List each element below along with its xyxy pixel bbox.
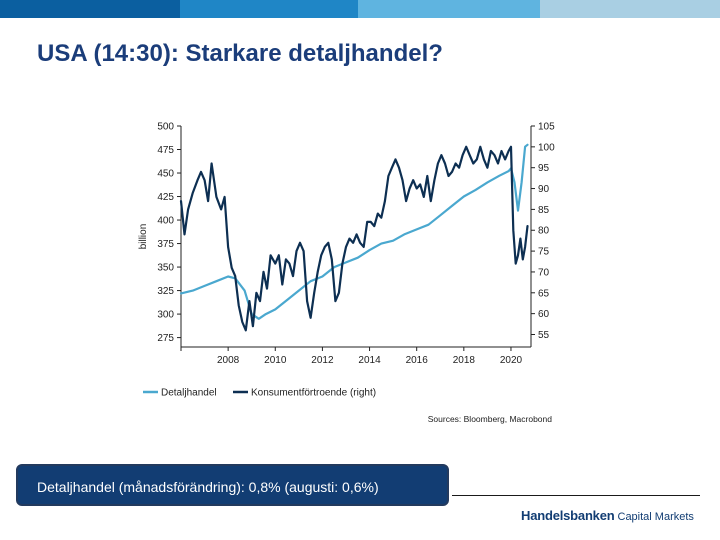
x-tick-label: 2018: [453, 355, 476, 366]
chart-panel: 275 300 325 350 375 400 425 450 475 500 55 60 65 70 75…: [133, 107, 563, 432]
x-tick-label: 2020: [500, 355, 523, 366]
x-tick-label: 2014: [358, 355, 381, 366]
y-right-tick-label: 95: [538, 163, 550, 174]
y-left-tick-label: 350: [157, 263, 174, 274]
x-tick-label: 2012: [311, 355, 334, 366]
y-axis-label: billion: [138, 224, 149, 250]
series-line-konsumentfortroende: [179, 145, 529, 332]
y-left-tick-label: 450: [157, 169, 174, 180]
y-right-tick-label: 80: [538, 226, 550, 237]
y-right-tick-label: 85: [538, 205, 550, 216]
y-left-tick-label: 400: [157, 216, 174, 227]
x-tick-label: 2008: [217, 355, 240, 366]
top-bar-segment-3: [358, 0, 540, 18]
page-title: USA (14:30): Starkare detaljhandel?: [37, 40, 443, 67]
top-bar-segment-2: [180, 0, 358, 18]
brand-subtitle: Capital Markets: [617, 511, 694, 523]
highlight-box: Detaljhandel (månadsförändring): 0,8% (a…: [16, 464, 449, 506]
y-right-tick-label: 90: [538, 184, 550, 195]
y-left-tick-label: 500: [157, 122, 174, 133]
y-right-tick-label: 60: [538, 309, 550, 320]
y-right-tick-label: 100: [538, 142, 555, 153]
brand-name: Handelsbanken: [521, 508, 615, 523]
top-color-bar: [0, 0, 720, 18]
y-right-tick-label: 75: [538, 247, 550, 258]
y-left-tick-label: 275: [157, 333, 174, 344]
retail-vs-confidence-chart: 275 300 325 350 375 400 425 450 475 500 55 60 65 70 75…: [138, 122, 555, 425]
y-right-tick-label: 70: [538, 267, 550, 278]
series-line-detaljhandel: [179, 143, 529, 320]
y-right-tick-label: 65: [538, 288, 550, 299]
x-tick-label: 2010: [264, 355, 287, 366]
y-left-tick-label: 425: [157, 192, 174, 203]
y-right-tick-label: 105: [538, 122, 555, 133]
source-note: Sources: Bloomberg, Macrobond: [428, 414, 553, 424]
legend-label-detaljhandel: Detaljhandel: [161, 388, 217, 399]
y-left-tick-label: 325: [157, 286, 174, 297]
y-left-tick-label: 375: [157, 239, 174, 250]
top-bar-segment-4: [540, 0, 720, 18]
y-right-tick-label: 55: [538, 330, 550, 341]
footer-divider: [452, 495, 700, 496]
legend-label-konsumentfortroende: Konsumentförtroende (right): [251, 388, 376, 399]
brand-logo: Handelsbanken Capital Markets: [521, 507, 694, 525]
x-tick-label: 2016: [406, 355, 429, 366]
y-left-tick-label: 300: [157, 310, 174, 321]
top-bar-segment-1: [0, 0, 180, 18]
y-left-tick-label: 475: [157, 145, 174, 156]
